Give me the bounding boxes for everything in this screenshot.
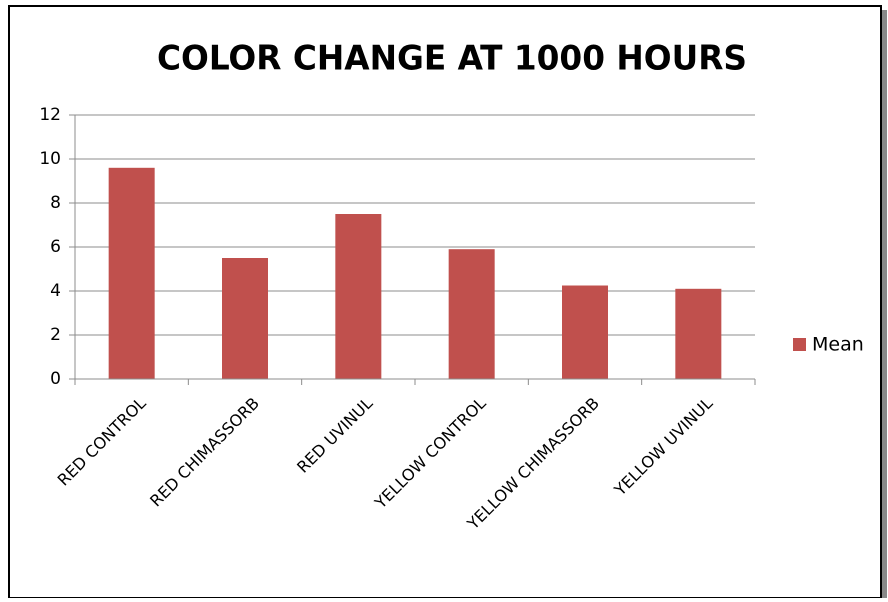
y-tick-label: 10 [39,149,61,169]
chart-title: COLOR CHANGE AT 1000 HOURS [157,39,747,79]
legend-label: Mean [812,334,864,356]
legend-swatch [793,338,806,351]
y-tick-label: 6 [50,237,61,257]
y-tick-label: 2 [50,325,61,345]
y-tick-label: 12 [39,105,61,125]
bar [108,167,155,379]
bar [448,249,495,379]
bar [335,214,382,379]
bar [562,285,608,379]
y-tick-label: 0 [50,369,61,389]
bar [222,258,268,379]
y-tick-label: 4 [50,281,61,301]
y-tick-label: 8 [50,193,61,213]
bar [675,288,722,379]
